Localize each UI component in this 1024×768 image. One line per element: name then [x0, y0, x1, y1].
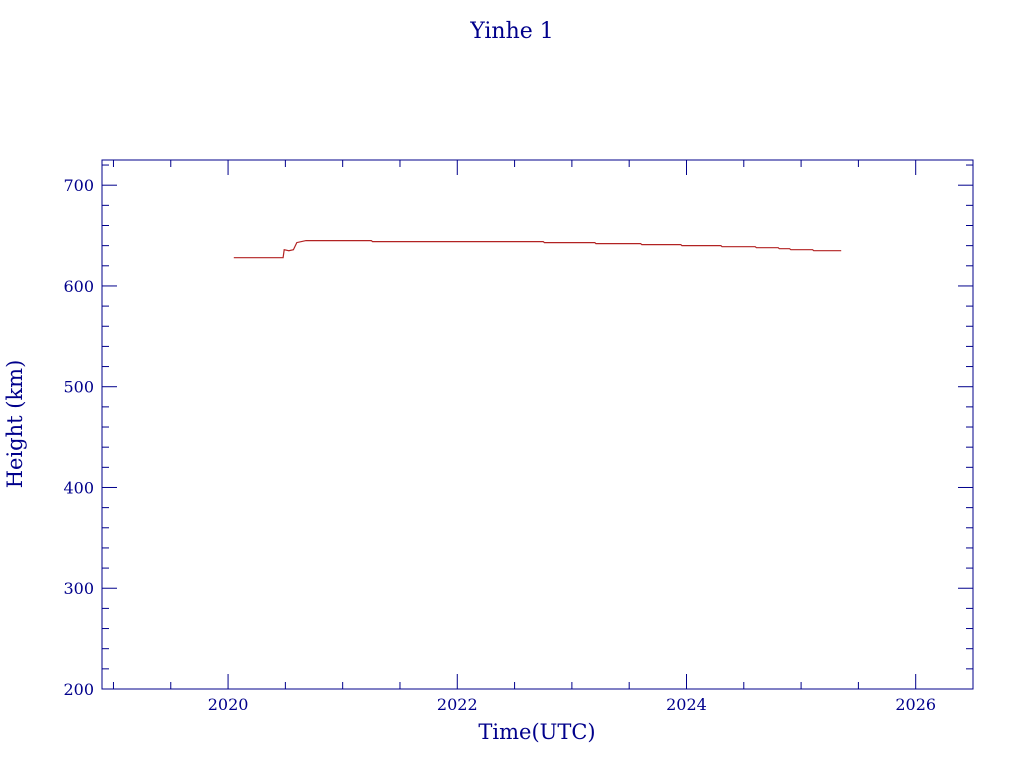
major-ticks: [102, 160, 973, 689]
y-tick-label: 600: [63, 277, 94, 296]
x-axis-label: Time(UTC): [478, 720, 595, 744]
series-line: [234, 241, 841, 258]
tick-labels: 200 300 400 500 600 700 2020 2022 2024 2026: [63, 176, 936, 714]
minor-ticks: [102, 160, 973, 689]
x-tick-label: 2020: [208, 695, 249, 714]
y-axis-label: Height (km): [3, 360, 27, 489]
y-tick-label: 500: [63, 378, 94, 397]
chart-title: Yinhe 1: [469, 19, 554, 44]
series-layer: [234, 241, 841, 258]
y-tick-label: 400: [63, 478, 94, 497]
x-tick-label: 2024: [666, 695, 707, 714]
y-tick-label: 700: [63, 176, 94, 195]
plot-frame: [102, 160, 973, 689]
y-tick-label: 300: [63, 579, 94, 598]
x-tick-label: 2026: [895, 695, 936, 714]
x-tick-label: 2022: [437, 695, 478, 714]
y-tick-label: 200: [63, 680, 94, 699]
